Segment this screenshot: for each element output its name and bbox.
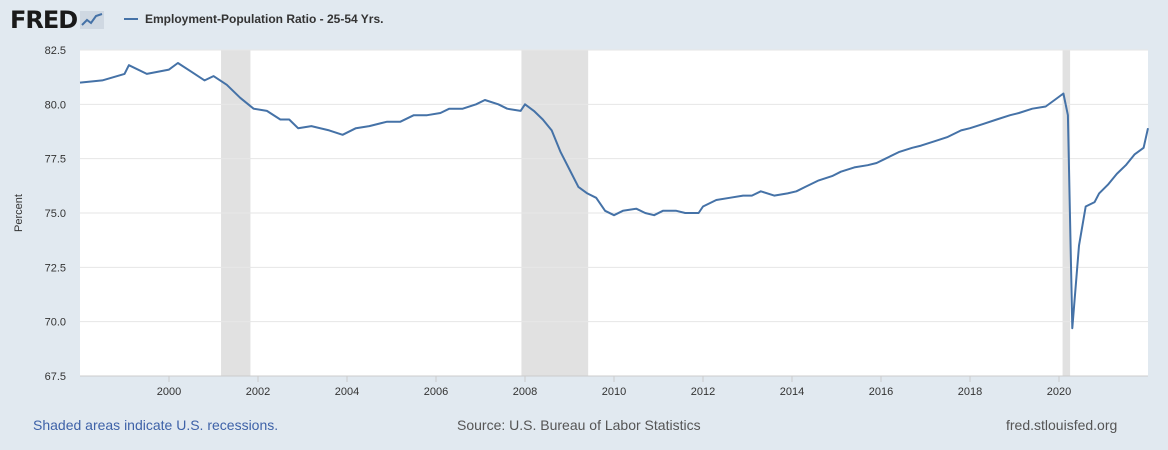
x-tick-label: 2012 bbox=[691, 386, 715, 398]
site-link[interactable]: fred.stlouisfed.org bbox=[1006, 417, 1118, 433]
y-tick-label: 72.5 bbox=[45, 262, 66, 274]
x-tick-label: 2014 bbox=[780, 386, 804, 398]
x-tick-label: 2008 bbox=[513, 386, 537, 398]
x-tick-label: 2002 bbox=[246, 386, 270, 398]
x-tick-label: 2018 bbox=[958, 386, 982, 398]
y-tick-label: 77.5 bbox=[45, 154, 66, 166]
x-tick-label: 2004 bbox=[335, 386, 359, 398]
recession-note[interactable]: Shaded areas indicate U.S. recessions. bbox=[33, 417, 279, 433]
legend-label: Employment-Population Ratio - 25-54 Yrs. bbox=[145, 12, 384, 26]
y-tick-label: 67.5 bbox=[45, 371, 66, 383]
chart-legend[interactable]: Employment-Population Ratio - 25-54 Yrs. bbox=[124, 12, 384, 26]
y-axis-title: Percent bbox=[13, 194, 25, 232]
series-line bbox=[79, 62, 1149, 330]
trend-chart-icon bbox=[80, 11, 105, 29]
x-tick-label: 2000 bbox=[157, 386, 181, 398]
y-tick-label: 70.0 bbox=[45, 317, 66, 329]
source-note: Source: U.S. Bureau of Labor Statistics bbox=[457, 417, 701, 433]
y-tick-label: 75.0 bbox=[45, 208, 66, 220]
y-tick-label: 82.5 bbox=[45, 45, 66, 57]
x-tick-label: 2006 bbox=[424, 386, 448, 398]
logo-text: FRED bbox=[10, 6, 78, 34]
y-tick-label: 80.0 bbox=[45, 99, 66, 111]
legend-swatch bbox=[124, 18, 138, 20]
x-tick-label: 2016 bbox=[869, 386, 893, 398]
x-tick-label: 2010 bbox=[602, 386, 626, 398]
fred-logo[interactable]: FRED bbox=[10, 6, 105, 34]
x-tick-label: 2020 bbox=[1047, 386, 1071, 398]
